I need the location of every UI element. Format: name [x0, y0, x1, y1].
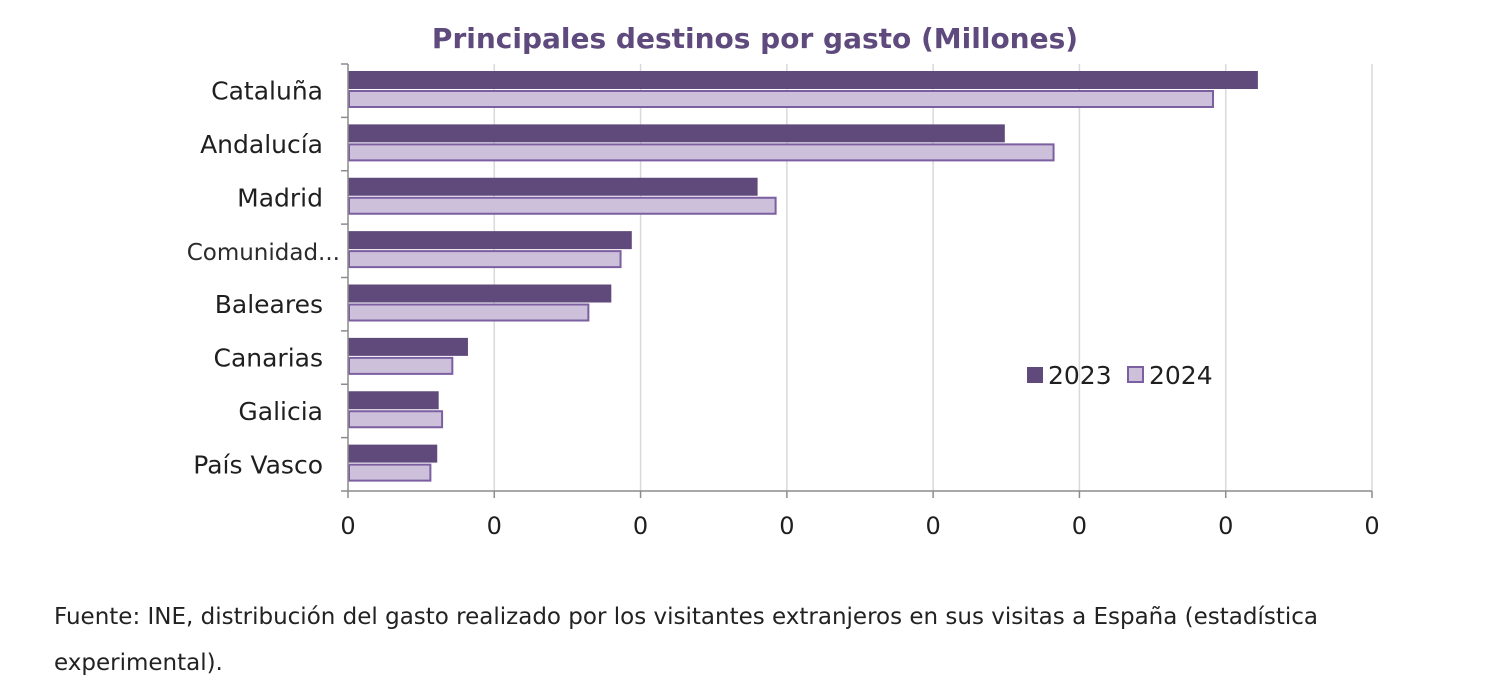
category-labels: Cataluña Andalucía Madrid Comunidad... Balea…	[187, 77, 340, 480]
legend: 2023 2024	[1027, 361, 1213, 390]
x-tick-label: 0	[926, 512, 941, 540]
x-tick-label: 0	[487, 512, 502, 540]
axes	[341, 63, 1373, 498]
category-label: Cataluña	[211, 77, 323, 106]
category-label: Madrid	[237, 183, 323, 212]
bar-2024-2	[348, 143, 1055, 162]
bars	[348, 71, 1258, 482]
legend-label-2024: 2024	[1149, 361, 1213, 390]
source-note: Fuente: INE, distribución del gasto real…	[54, 604, 1319, 676]
x-tick-label: 0	[340, 512, 355, 540]
bar-2023-1	[348, 71, 1258, 89]
bar-2024-8	[348, 463, 432, 482]
legend-label-2023: 2023	[1048, 361, 1112, 390]
category-label: Canarias	[213, 344, 323, 373]
x-tick-label: 0	[1218, 512, 1233, 540]
category-label: Andalucía	[200, 130, 323, 159]
bar-2024-6	[348, 356, 454, 375]
bar-chart: Principales destinos por gasto (Millones…	[187, 22, 1380, 540]
chart-title: Principales destinos por gasto (Millones…	[432, 22, 1078, 55]
bar-2024-7	[348, 410, 444, 429]
bar-2024-5	[348, 303, 590, 322]
bar-2024-4	[348, 250, 622, 269]
bar-2023-6	[348, 337, 468, 356]
bar-2023-4	[348, 231, 632, 250]
x-tick-label: 0	[1072, 512, 1087, 540]
bar-2023-7	[348, 391, 439, 410]
bar-2023-5	[348, 284, 612, 303]
x-tick-label: 0	[1364, 512, 1379, 540]
x-tick-labels: 0 0 0 0 0 0 0 0	[340, 512, 1379, 540]
x-tick-label: 0	[633, 512, 648, 540]
x-tick-label: 0	[779, 512, 794, 540]
bar-2023-3	[348, 177, 758, 196]
category-label: Galicia	[238, 397, 323, 426]
bar-2024-1	[348, 90, 1215, 108]
bar-2024-3	[348, 196, 777, 215]
bar-2023-2	[348, 124, 1005, 143]
legend-swatch-2024	[1127, 366, 1144, 383]
category-label: Baleares	[215, 290, 323, 319]
category-label: Comunidad...	[187, 240, 340, 266]
legend-swatch-2023	[1027, 367, 1043, 383]
category-label: País Vasco	[193, 450, 323, 479]
bar-2023-8	[348, 444, 438, 463]
